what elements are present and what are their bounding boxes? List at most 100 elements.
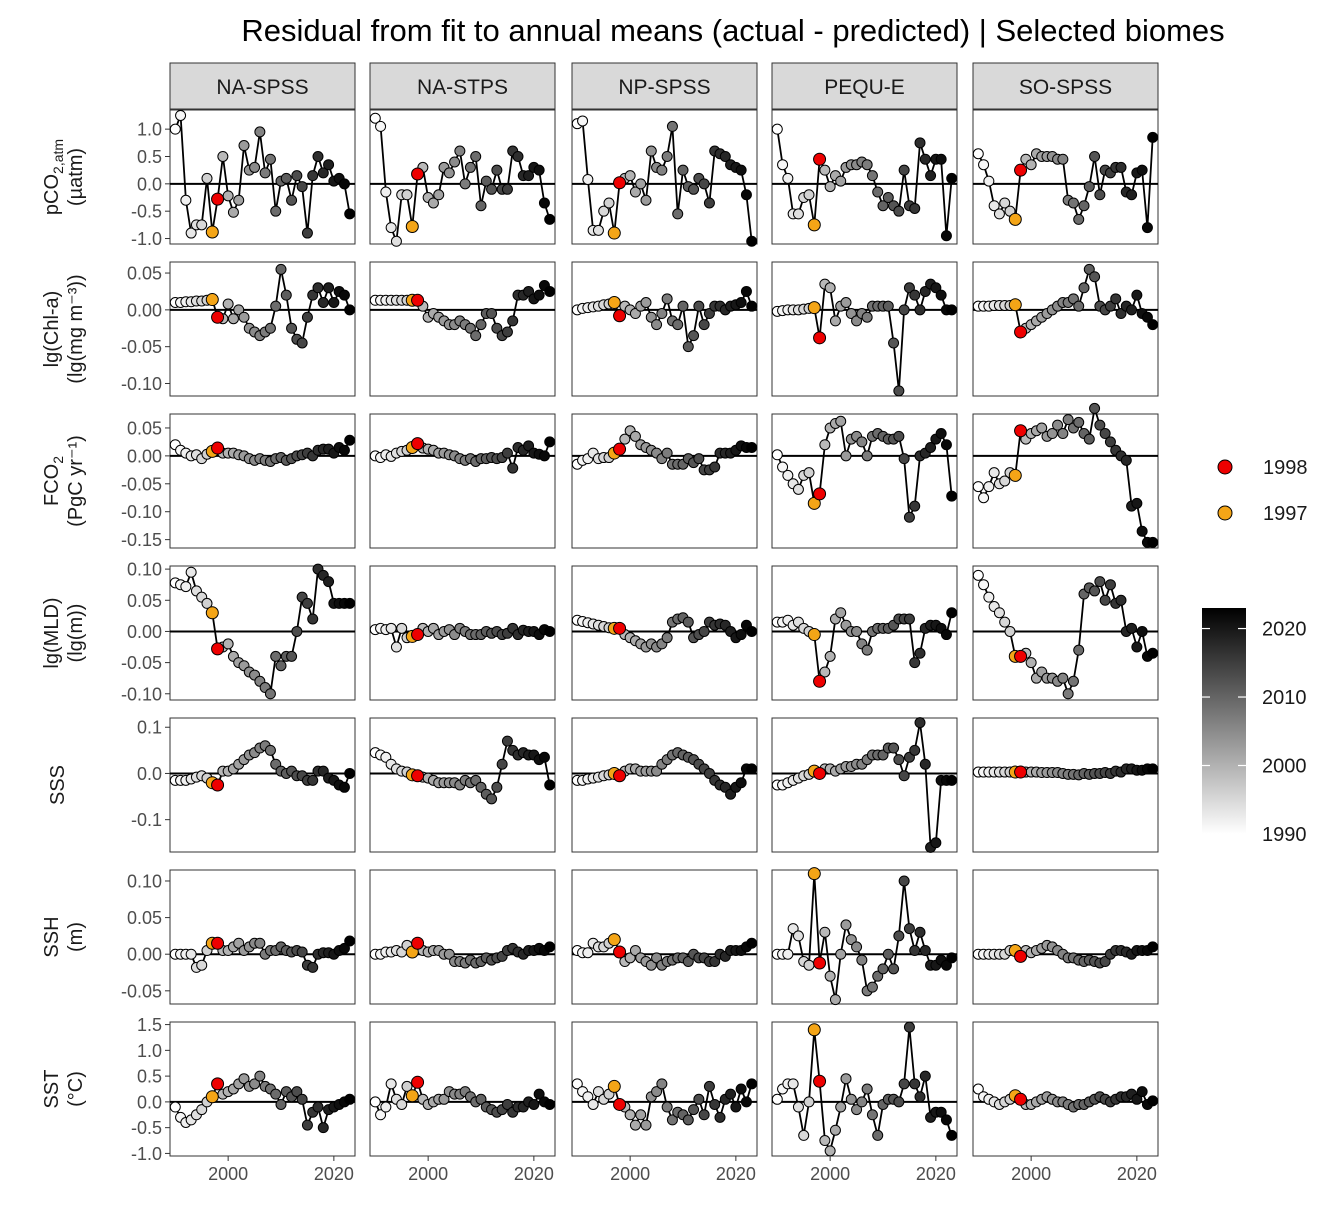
data-point (1094, 189, 1106, 201)
data-point (925, 442, 937, 453)
panel (771, 413, 958, 549)
x-tick-label: 2020 (1117, 1164, 1157, 1184)
data-point (845, 1093, 857, 1105)
row-label: lg(Chl-a) (lg(mg m⁻³)) (41, 274, 87, 383)
y-tick-label: 0.10 (127, 871, 162, 891)
data-point (819, 164, 831, 176)
data-point (449, 156, 461, 168)
highlight-point (211, 778, 225, 792)
data-point (819, 439, 831, 451)
data-point (238, 311, 250, 323)
highlight-point (607, 933, 621, 947)
data-point (893, 930, 905, 942)
y-tick-label: -0.5 (131, 202, 162, 222)
data-point (233, 937, 245, 949)
panel (972, 717, 1159, 853)
data-point (688, 1104, 700, 1116)
data-point (396, 1098, 408, 1110)
data-point (903, 282, 915, 294)
data-point (1147, 131, 1159, 143)
data-point (792, 208, 804, 220)
data-point (661, 447, 673, 459)
data-point (338, 289, 350, 301)
data-point (740, 285, 752, 297)
data-point (746, 235, 758, 247)
data-point (286, 194, 298, 206)
data-point (380, 1101, 392, 1113)
data-point (792, 930, 804, 942)
data-point (725, 1088, 737, 1100)
highlight-point (1008, 298, 1022, 312)
y-tick-label: -0.15 (121, 530, 162, 550)
data-point (501, 735, 513, 747)
data-point (1036, 422, 1048, 434)
data-point (369, 1096, 381, 1108)
data-point (651, 952, 663, 964)
data-point (640, 194, 652, 206)
highlight-point (1014, 1092, 1028, 1106)
data-point (999, 475, 1011, 487)
row-label-line1: pCO (41, 174, 63, 215)
data-point (746, 763, 758, 775)
data-point (344, 1093, 356, 1105)
data-point (491, 781, 503, 793)
data-point (629, 430, 641, 442)
data-point (661, 1101, 673, 1113)
data-point (301, 597, 313, 609)
y-tick-label: 0.5 (137, 147, 162, 167)
data-point (978, 579, 990, 591)
data-point (782, 948, 794, 960)
data-point (1115, 308, 1127, 320)
data-point (682, 1114, 694, 1126)
data-point (501, 326, 513, 338)
data-point (1099, 956, 1111, 968)
data-point (624, 1109, 636, 1121)
data-point (1136, 625, 1148, 637)
data-point (946, 172, 958, 184)
data-point (1126, 189, 1138, 201)
highlight-point (607, 226, 621, 240)
data-point (475, 1093, 487, 1105)
data-point (624, 952, 636, 964)
panel (972, 869, 1159, 1005)
data-point (903, 511, 915, 523)
data-point (672, 319, 684, 331)
data-point (538, 450, 550, 462)
y-tick-label: 0.00 (127, 446, 162, 466)
row-label-subscript: 2 (50, 456, 66, 464)
data-point (856, 1096, 868, 1108)
data-point (866, 170, 878, 182)
data-point (486, 793, 498, 805)
data-point (988, 200, 1000, 212)
row-label: pCO2,atm(µatm) (41, 139, 87, 215)
data-point (914, 1091, 926, 1103)
data-point (829, 994, 841, 1006)
data-point (1147, 941, 1159, 953)
data-point (698, 1109, 710, 1121)
data-point (714, 1111, 726, 1123)
data-point (533, 289, 545, 301)
highlight-point (813, 674, 827, 688)
data-point (1136, 525, 1148, 537)
data-point (914, 137, 926, 149)
highlight-point (1014, 325, 1028, 339)
data-point (217, 150, 229, 162)
data-point (935, 428, 947, 440)
data-point (344, 767, 356, 779)
data-point (280, 172, 292, 184)
data-point (296, 1093, 308, 1105)
y-tick-label: -1.0 (131, 1144, 162, 1164)
data-point (672, 208, 684, 220)
data-point (475, 319, 487, 331)
data-point (1078, 200, 1090, 212)
data-point (491, 164, 503, 176)
data-point (851, 1104, 863, 1116)
highlight-point (807, 628, 821, 642)
row-label-line2: (PgC yr⁻¹) (65, 435, 87, 527)
data-point (872, 186, 884, 198)
data-point (629, 945, 641, 957)
data-point (740, 189, 752, 201)
data-point (935, 1106, 947, 1118)
data-point (1025, 159, 1037, 171)
data-point (1147, 647, 1159, 659)
